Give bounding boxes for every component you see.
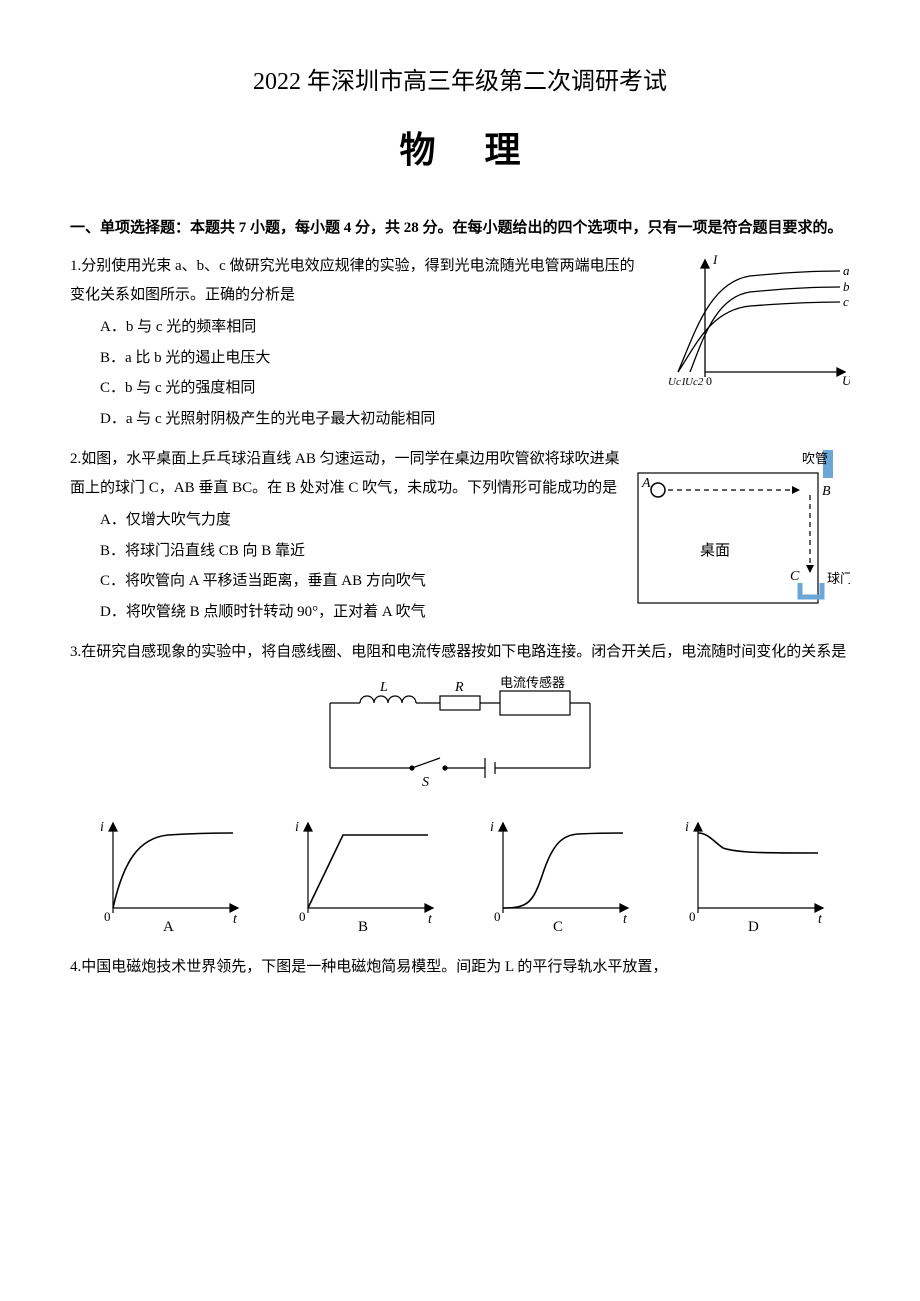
axis-t-C: t: [623, 912, 628, 927]
q3-chart-A: i t 0 A: [88, 813, 248, 944]
circuit-L: L: [379, 680, 388, 695]
label-B: B: [822, 484, 831, 499]
axis-U: U: [842, 373, 850, 388]
axis-i-B: i: [295, 820, 299, 835]
origin-B: 0: [299, 909, 306, 924]
axis-i-A: i: [100, 820, 104, 835]
curve-a-label: a: [843, 263, 850, 278]
label-goal: 球门: [827, 571, 850, 586]
q3-option-charts: i t 0 A i t 0 B i: [70, 813, 850, 944]
question-2: 吹管 A B C 球门 桌面 2.如图，水平桌面上乒乓球沿直线 AB 匀速运动，…: [70, 445, 850, 628]
origin-D: 0: [689, 909, 696, 924]
axis-i-D: i: [685, 820, 689, 835]
axis-i-C: i: [490, 820, 494, 835]
curve-b-label: b: [843, 279, 850, 294]
circuit-S: S: [422, 775, 429, 790]
question-4: 4.中国电磁炮技术世界领先，下图是一种电磁炮简易模型。间距为 L 的平行导轨水平…: [70, 953, 850, 982]
q2-diagram: 吹管 A B C 球门 桌面: [630, 445, 850, 626]
axis-I: I: [712, 252, 718, 267]
x-label-0: 0: [706, 374, 712, 388]
label-pipe: 吹管: [802, 451, 828, 466]
question-1: I U a b c Uc1 Uc2 0 1.分别使用光束 a、b、c 做研究光电…: [70, 252, 850, 435]
exam-title-line1: 2022 年深圳市高三年级第二次调研考试: [70, 60, 850, 106]
q3-stem: 3.在研究自感现象的实验中，将自感线圈、电阻和电流传感器按如下电路连接。闭合开关…: [70, 638, 850, 667]
q1-opt-D: D．a 与 c 光照射阴极产生的光电子最大初动能相同: [100, 405, 850, 434]
circuit-sensor: 电流传感器: [500, 675, 565, 690]
q3-chart-D: i t 0 D: [673, 813, 833, 944]
origin-A: 0: [104, 909, 111, 924]
opt-label-A: A: [163, 919, 174, 933]
origin-C: 0: [494, 909, 501, 924]
label-table: 桌面: [700, 542, 730, 559]
opt-label-C: C: [553, 919, 563, 933]
section-heading: 一、单项选择题：本题共 7 小题，每小题 4 分，共 28 分。在每小题给出的四…: [70, 214, 850, 243]
label-C: C: [790, 569, 800, 584]
opt-label-B: B: [358, 919, 368, 933]
q3-chart-C: i t 0 C: [478, 813, 638, 944]
axis-t-B: t: [428, 912, 433, 927]
curve-c-label: c: [843, 294, 849, 309]
opt-label-D: D: [748, 919, 759, 933]
circuit-R: R: [454, 680, 464, 695]
q1-chart: I U a b c Uc1 Uc2 0: [650, 252, 850, 403]
x-label-uc1: Uc1: [668, 376, 686, 388]
x-label-uc2: Uc2: [685, 376, 704, 388]
q4-stem: 4.中国电磁炮技术世界领先，下图是一种电磁炮简易模型。间距为 L 的平行导轨水平…: [70, 953, 850, 982]
axis-t-A: t: [233, 912, 238, 927]
q3-circuit: L R 电流传感器 S: [70, 673, 850, 793]
axis-t-D: t: [818, 912, 823, 927]
exam-title-line2: 物 理: [70, 116, 850, 184]
question-3: 3.在研究自感现象的实验中，将自感线圈、电阻和电流传感器按如下电路连接。闭合开关…: [70, 638, 850, 943]
q3-chart-B: i t 0 B: [283, 813, 443, 944]
label-A: A: [641, 476, 651, 491]
